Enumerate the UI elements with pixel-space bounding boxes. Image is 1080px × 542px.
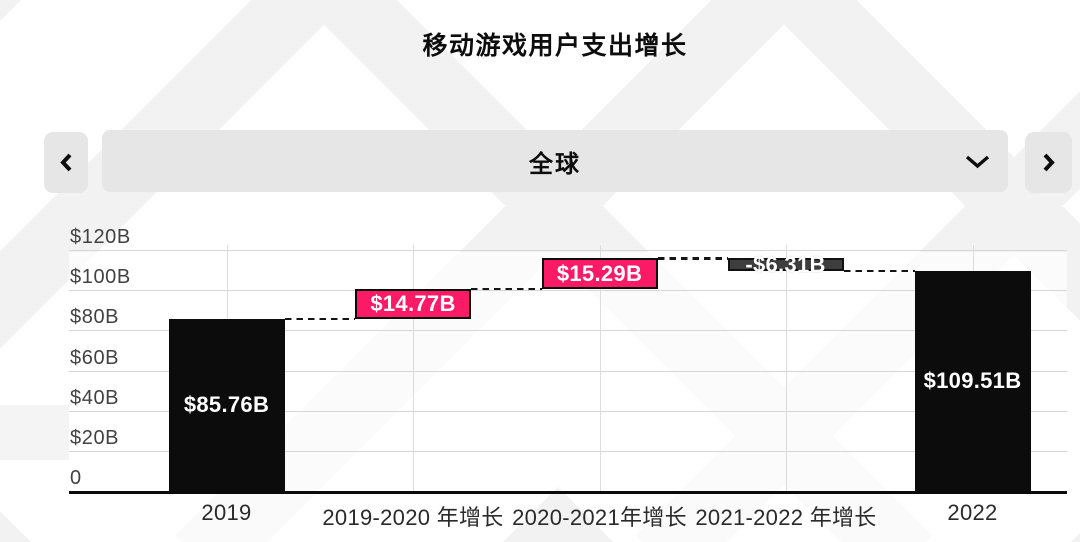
page-title: 移动游戏用户支出增长 <box>422 32 688 60</box>
bar-2021-2022-growth[interactable]: -$6.31B <box>727 251 844 277</box>
gridline-100b <box>69 290 1067 292</box>
bar-2020-2021-growth[interactable]: $15.29B <box>541 258 658 290</box>
x-tick-label-2020-2021: 2020-2021年增长 <box>512 505 687 530</box>
waterfall-connector <box>843 269 915 273</box>
chevron-right-icon <box>1043 153 1055 172</box>
vertical-gridline <box>413 245 414 491</box>
y-tick-label: $60B <box>70 346 120 369</box>
bar-value-label: $109.51B <box>923 368 1022 394</box>
chevron-left-icon <box>60 153 72 172</box>
gridline-20b <box>69 450 1067 452</box>
bar-value-label: $14.77B <box>370 290 456 316</box>
x-tick-label-2022: 2022 <box>947 500 998 525</box>
waterfall-connector <box>471 287 542 291</box>
y-tick-label: $40B <box>70 386 120 409</box>
x-tick-label-2019-2020: 2019-2020 年增长 <box>322 505 504 530</box>
bar-value-label: -$6.31B <box>745 251 826 277</box>
vertical-gridline <box>786 245 787 491</box>
x-tick-label-2019: 2019 <box>201 500 252 525</box>
gridline-120b <box>69 250 1067 251</box>
bar-2022[interactable]: $109.51B <box>914 271 1031 491</box>
gridline-80b <box>69 330 1067 332</box>
region-dropdown-value: 全球 <box>529 150 581 178</box>
x-axis-line <box>69 491 1067 494</box>
waterfall-connector <box>657 257 728 260</box>
y-tick-label: $100B <box>70 266 131 289</box>
bar-value-label: $15.29B <box>556 260 643 286</box>
y-tick-label: $80B <box>70 306 120 329</box>
gridline-60b <box>69 370 1067 372</box>
region-dropdown[interactable]: 全球 <box>102 130 1008 192</box>
chevron-down-icon <box>965 155 990 169</box>
waterfall-connector <box>284 317 355 320</box>
gridline-40b <box>69 410 1067 412</box>
vertical-gridline <box>599 245 601 491</box>
bar-value-label: $85.76B <box>183 391 270 417</box>
previous-region-button[interactable] <box>44 132 88 193</box>
y-tick-label: 0 <box>70 466 82 489</box>
next-region-button[interactable] <box>1025 132 1072 193</box>
x-tick-label-2021-2022: 2021-2022 年增长 <box>695 505 877 530</box>
bar-2019-2020-growth[interactable]: $14.77B <box>355 289 471 319</box>
y-tick-label: $120B <box>70 226 131 248</box>
bar-2019[interactable]: $85.76B <box>168 318 285 491</box>
y-tick-label: $20B <box>70 426 120 449</box>
